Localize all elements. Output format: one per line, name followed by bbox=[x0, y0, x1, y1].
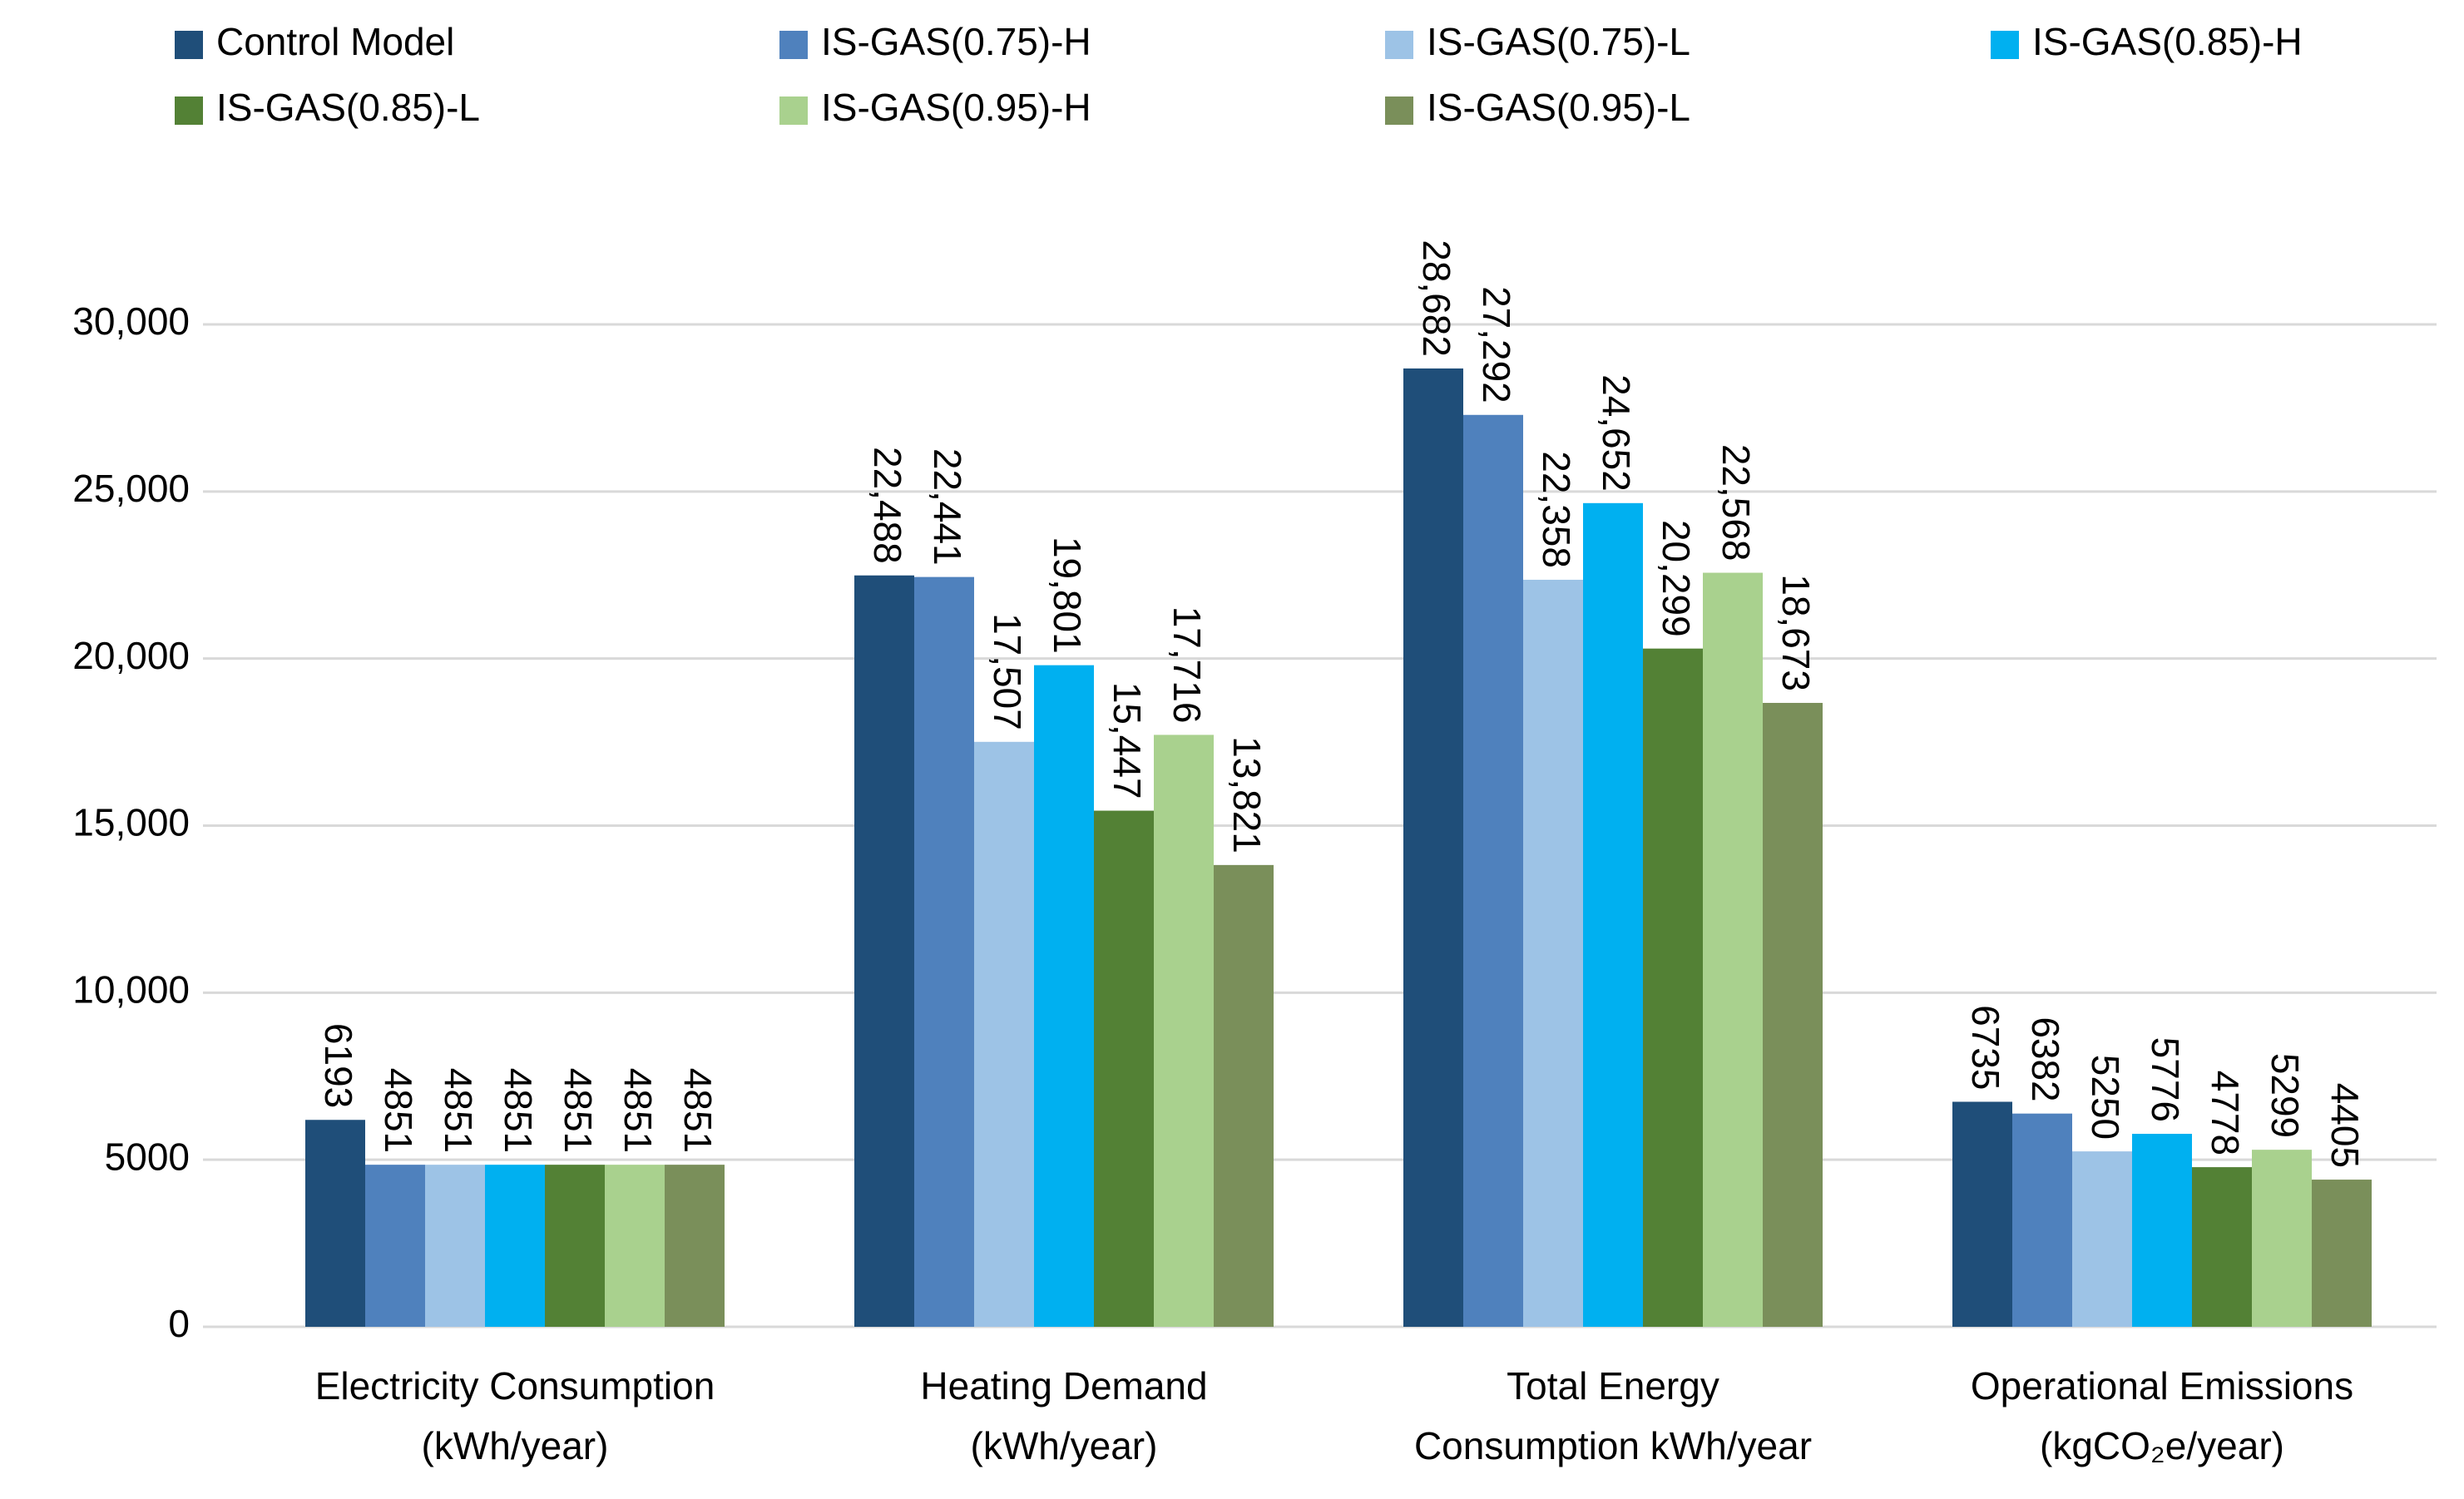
bar bbox=[545, 1165, 605, 1327]
bar bbox=[974, 741, 1034, 1327]
y-tick-label: 30,000 bbox=[72, 299, 190, 343]
legend-swatch bbox=[1385, 96, 1413, 125]
value-label: 22,441 bbox=[926, 448, 969, 566]
bar bbox=[2012, 1113, 2072, 1327]
bar bbox=[2132, 1133, 2192, 1327]
value-label: 19,801 bbox=[1046, 537, 1089, 654]
bar bbox=[2072, 1151, 2132, 1327]
value-label: 17,716 bbox=[1165, 606, 1209, 724]
legend-label: IS-GAS(0.85)-L bbox=[216, 86, 480, 129]
bar bbox=[305, 1120, 365, 1327]
value-label: 20,299 bbox=[1655, 520, 1698, 637]
y-tick-label: 15,000 bbox=[72, 801, 190, 844]
legend-swatch bbox=[175, 31, 203, 59]
legend-swatch bbox=[1991, 31, 2019, 59]
value-label: 6735 bbox=[1964, 1005, 2007, 1090]
y-tick-label: 25,000 bbox=[72, 467, 190, 510]
bar bbox=[605, 1165, 665, 1327]
legend-label: IS-GAS(0.95)-L bbox=[1427, 86, 1690, 129]
bar bbox=[1703, 572, 1763, 1327]
value-label: 17,507 bbox=[986, 613, 1029, 730]
value-label: 22,488 bbox=[866, 447, 909, 564]
x-tick-label: Consumption kWh/year bbox=[1414, 1424, 1812, 1467]
legend-label: IS-GAS(0.75)-H bbox=[821, 20, 1091, 63]
bar bbox=[425, 1165, 485, 1327]
legend-swatch bbox=[175, 96, 203, 125]
bar bbox=[1154, 735, 1214, 1327]
legend-swatch bbox=[1385, 31, 1413, 59]
value-label: 5250 bbox=[2084, 1055, 2127, 1140]
legend-label: Control Model bbox=[216, 20, 454, 63]
bar bbox=[2312, 1180, 2372, 1327]
value-label: 4851 bbox=[557, 1068, 600, 1153]
value-label: 24,652 bbox=[1595, 374, 1638, 492]
value-label: 27,292 bbox=[1475, 286, 1518, 403]
value-label: 5299 bbox=[2264, 1053, 2307, 1138]
bar bbox=[485, 1165, 545, 1327]
bar bbox=[914, 576, 974, 1327]
legend-swatch bbox=[779, 31, 808, 59]
value-label: 4851 bbox=[497, 1068, 540, 1153]
legend-label: IS-GAS(0.95)-H bbox=[821, 86, 1091, 129]
value-label: 13,821 bbox=[1225, 736, 1269, 853]
bar bbox=[1952, 1101, 2012, 1327]
bar bbox=[365, 1165, 425, 1327]
bar bbox=[1403, 368, 1463, 1327]
y-tick-label: 10,000 bbox=[72, 967, 190, 1011]
bar bbox=[1583, 502, 1643, 1327]
x-tick-label: Total Energy bbox=[1507, 1364, 1719, 1407]
value-label: 4778 bbox=[2204, 1071, 2247, 1155]
x-tick-label: (kWh/year) bbox=[422, 1424, 609, 1467]
value-label: 6193 bbox=[317, 1023, 360, 1108]
bar bbox=[854, 575, 914, 1327]
y-tick-label: 5000 bbox=[105, 1135, 190, 1178]
value-label: 4851 bbox=[616, 1068, 660, 1153]
x-tick-label: Operational Emissions bbox=[1971, 1364, 2353, 1407]
value-label: 18,673 bbox=[1774, 574, 1818, 691]
value-label: 22,568 bbox=[1714, 444, 1758, 562]
value-label: 4851 bbox=[377, 1068, 420, 1153]
bar bbox=[1214, 864, 1274, 1327]
value-label: 4405 bbox=[2323, 1083, 2367, 1168]
bar bbox=[2252, 1150, 2312, 1327]
legend-label: IS-GAS(0.85)-H bbox=[2032, 20, 2303, 63]
y-tick-label: 20,000 bbox=[72, 634, 190, 677]
bar bbox=[1643, 648, 1703, 1327]
legend-swatch bbox=[779, 96, 808, 125]
bar bbox=[2192, 1167, 2252, 1327]
legend-label: IS-GAS(0.75)-L bbox=[1427, 20, 1690, 63]
value-label: 15,447 bbox=[1106, 682, 1149, 799]
value-label: 22,358 bbox=[1535, 451, 1578, 568]
bar bbox=[665, 1165, 725, 1327]
value-label: 6382 bbox=[2024, 1017, 2067, 1101]
bar bbox=[1463, 414, 1523, 1327]
y-tick-label: 0 bbox=[168, 1302, 190, 1345]
value-label: 4851 bbox=[676, 1068, 720, 1153]
x-tick-label: (kWh/year) bbox=[971, 1424, 1158, 1467]
value-label: 5776 bbox=[2144, 1037, 2187, 1122]
bar bbox=[1034, 665, 1094, 1327]
x-tick-label: Heating Demand bbox=[920, 1364, 1207, 1407]
bar bbox=[1094, 810, 1154, 1327]
x-tick-label: Electricity Consumption bbox=[315, 1364, 715, 1407]
bar bbox=[1523, 579, 1583, 1327]
x-tick-label: (kgCO₂e/year) bbox=[2040, 1424, 2284, 1467]
value-label: 28,682 bbox=[1415, 240, 1458, 357]
value-label: 4851 bbox=[437, 1068, 480, 1153]
bar bbox=[1763, 702, 1823, 1327]
